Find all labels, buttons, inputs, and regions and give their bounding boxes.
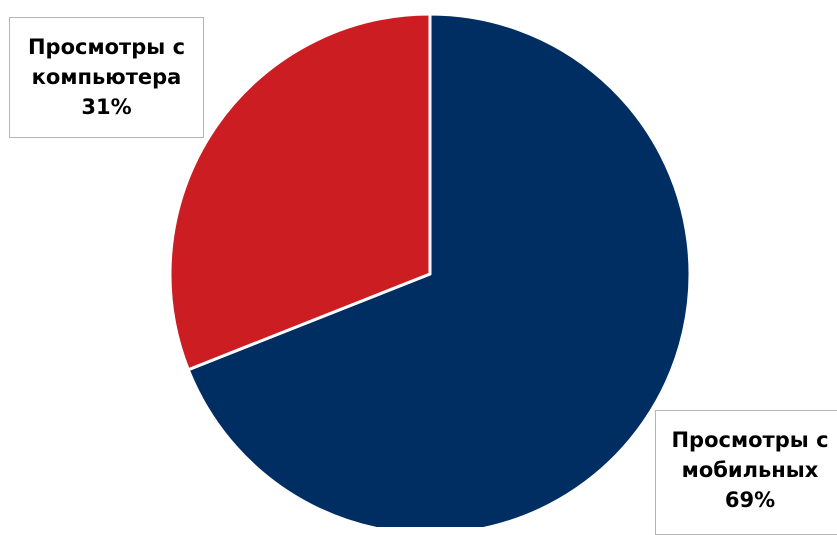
data-label-desktop: Просмотры с компьютера 31% — [9, 17, 204, 138]
data-label-mobile-line2: мобильных — [681, 458, 819, 482]
data-label-mobile-line1: Просмотры с — [671, 428, 829, 452]
data-label-mobile: Просмотры с мобильных 69% — [655, 410, 837, 535]
data-label-desktop-percent: 31% — [81, 95, 132, 119]
data-label-desktop-line1: Просмотры с — [27, 35, 186, 59]
data-label-desktop-line2: компьютера — [31, 65, 182, 89]
pie-slice-desktop — [168, 12, 432, 372]
pie-slice-mobile — [186, 12, 692, 527]
data-label-mobile-percent: 69% — [724, 488, 776, 512]
